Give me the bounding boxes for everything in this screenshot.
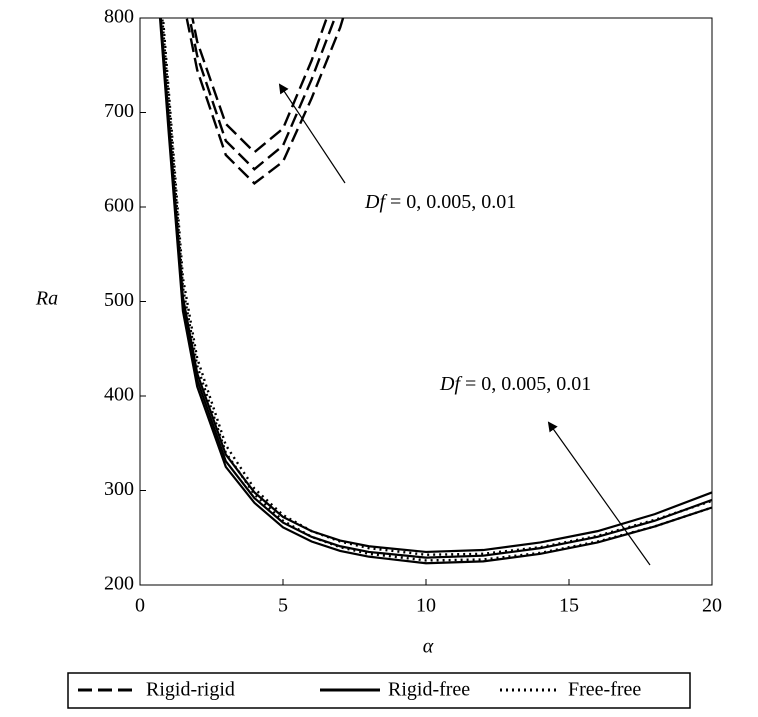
y-tick-label: 200 xyxy=(104,573,134,595)
series-line xyxy=(161,18,712,562)
legend-label: Rigid-free xyxy=(388,679,470,701)
y-tick-label: 400 xyxy=(104,384,134,406)
x-axis-label: α xyxy=(423,636,434,658)
x-tick-label: 10 xyxy=(416,595,436,617)
annotation-text: = 0, 0.005, 0.01 xyxy=(390,191,516,213)
y-tick-label: 500 xyxy=(104,289,134,311)
series-line xyxy=(185,18,345,185)
x-tick-label: 5 xyxy=(278,595,288,617)
annotation-var: Df xyxy=(364,191,387,213)
plot-frame xyxy=(139,17,713,586)
legend-label: Free-free xyxy=(568,679,641,701)
annotation-arrow xyxy=(547,421,651,566)
curves xyxy=(158,18,712,565)
annotation: Df = 0, 0.005, 0.01 xyxy=(439,373,591,395)
y-tick-label: 700 xyxy=(104,100,134,122)
y-tick-label: 300 xyxy=(104,478,134,500)
legend-label: Rigid-rigid xyxy=(146,679,235,701)
y-tick-label: 600 xyxy=(104,195,134,217)
legend-box xyxy=(67,672,691,709)
series-line xyxy=(161,18,712,556)
annotation-var: Df xyxy=(439,373,462,395)
annotation-arrow xyxy=(278,83,346,184)
x-tick-label: 15 xyxy=(559,595,579,617)
y-tick-label: 800 xyxy=(104,6,134,28)
y-axis-label: Ra xyxy=(35,288,58,310)
annotation: Df = 0, 0.005, 0.01 xyxy=(364,191,516,213)
annotation-text: = 0, 0.005, 0.01 xyxy=(465,373,591,395)
series-line xyxy=(159,18,712,554)
series-line xyxy=(191,18,329,154)
x-tick-label: 0 xyxy=(135,595,145,617)
series-line xyxy=(188,18,337,171)
x-tick-label: 20 xyxy=(702,595,722,617)
